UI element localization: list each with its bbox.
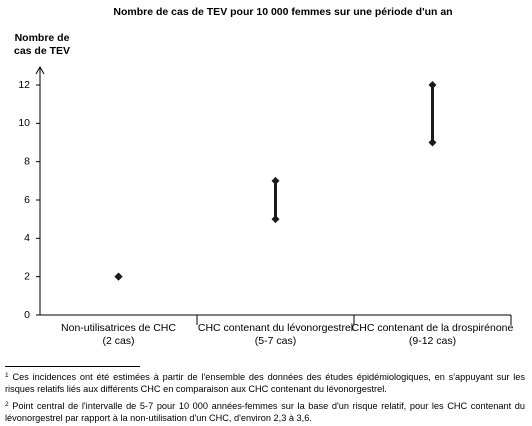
- footnote: 1 Ces incidences ont été estimées à part…: [5, 370, 525, 395]
- chart: Nombre de cas de TEV pour 10 000 femmes …: [14, 6, 514, 347]
- y-tick-label: 6: [24, 194, 30, 206]
- y-tick-label: 2: [24, 270, 30, 282]
- range-end: [114, 272, 123, 281]
- x-tick-label: Non-utilisatrices de CHC: [61, 322, 176, 334]
- footnote-rule: [5, 366, 140, 367]
- y-axis-arrow: [35, 65, 45, 75]
- x-tick-label: CHC contenant du lévonorgestrel: [198, 322, 353, 334]
- y-axis-label: Nombre de: [15, 32, 70, 44]
- y-tick-label: 10: [18, 117, 30, 129]
- y-tick-label: 0: [24, 309, 30, 321]
- y-axis-label: cas de TEV: [14, 45, 70, 57]
- x-tick-label: CHC contenant de la drospirénone: [352, 322, 514, 334]
- footnote-text: Point central de l'intervalle de 5-7 pou…: [5, 401, 525, 423]
- footnote-text: Ces incidences ont été estimées à partir…: [5, 372, 525, 394]
- range-end: [271, 215, 280, 224]
- x-tick-sublabel: (2 cas): [102, 335, 134, 347]
- chart-title: Nombre de cas de TEV pour 10 000 femmes …: [113, 6, 452, 18]
- range-end: [428, 81, 437, 89]
- footnote-marker: 2: [5, 401, 9, 408]
- y-tick-label: 4: [24, 232, 30, 244]
- y-tick-label: 8: [24, 155, 30, 167]
- footnote: 2 Point central de l'intervalle de 5-7 p…: [5, 399, 525, 424]
- y-tick-label: 12: [18, 79, 30, 91]
- footnote-marker: 1: [5, 372, 9, 379]
- x-tick-sublabel: (5-7 cas): [255, 335, 296, 347]
- range-end: [271, 176, 280, 185]
- x-tick-sublabel: (9-12 cas): [409, 335, 456, 347]
- range-end: [428, 138, 437, 147]
